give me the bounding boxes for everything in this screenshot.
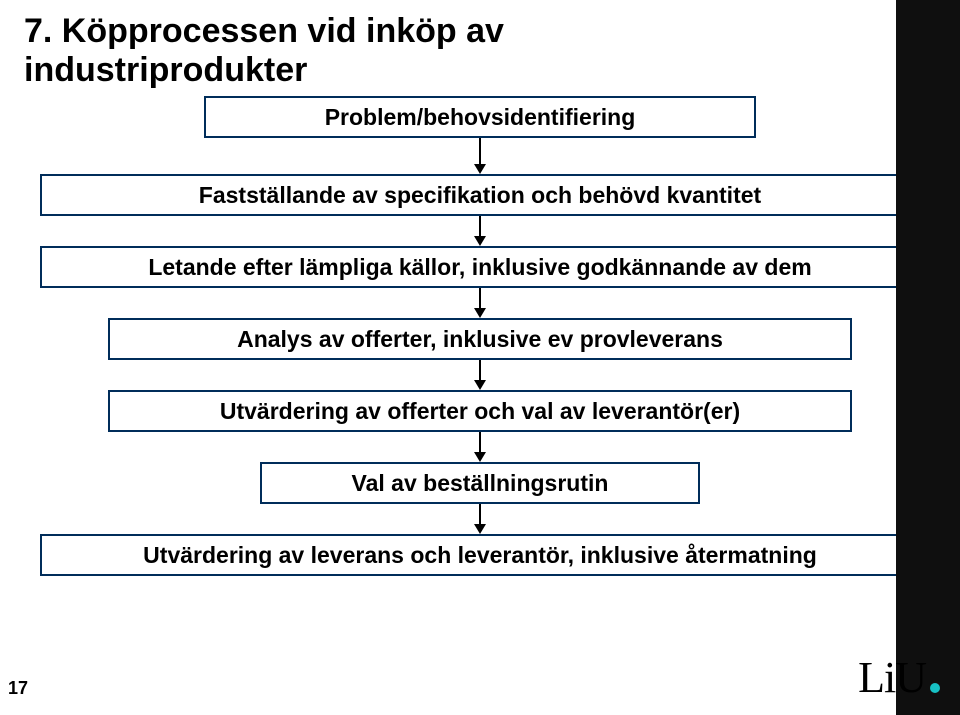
flow-arrow xyxy=(479,360,481,390)
flow-step: Problem/behovsidentifiering xyxy=(204,96,756,138)
flow-step-label: Fastställande av specifikation och behöv… xyxy=(199,182,761,209)
flow-step-label: Utvärdering av leverans och leverantör, … xyxy=(143,542,817,569)
flow-step: Val av beställningsrutin xyxy=(260,462,700,504)
flowchart: Problem/behovsidentifiering Fastställande… xyxy=(24,96,936,576)
flow-arrow xyxy=(479,288,481,318)
flow-arrow xyxy=(479,432,481,462)
flow-step-label: Problem/behovsidentifiering xyxy=(325,104,636,131)
slide: 7. Köpprocessen vid inköp av industripro… xyxy=(0,0,960,715)
flow-step: Analys av offerter, inklusive ev provlev… xyxy=(108,318,852,360)
flow-step: Utvärdering av offerter och val av lever… xyxy=(108,390,852,432)
flow-arrow xyxy=(479,138,481,174)
flow-step-label: Letande efter lämpliga källor, inklusive… xyxy=(148,254,811,281)
flow-arrow xyxy=(479,216,481,246)
logo-text: LiU xyxy=(858,652,926,703)
slide-title: 7. Köpprocessen vid inköp av industripro… xyxy=(24,12,936,90)
liu-logo: LiU xyxy=(858,652,940,703)
title-line-1: 7. Köpprocessen vid inköp av xyxy=(24,12,504,50)
flow-step: Fastställande av specifikation och behöv… xyxy=(40,174,920,216)
flow-step-label: Utvärdering av offerter och val av lever… xyxy=(220,398,740,425)
flow-arrow xyxy=(479,504,481,534)
flow-step: Utvärdering av leverans och leverantör, … xyxy=(40,534,920,576)
flow-step-label: Analys av offerter, inklusive ev provlev… xyxy=(237,326,723,353)
flow-step: Letande efter lämpliga källor, inklusive… xyxy=(40,246,920,288)
logo-dot-icon xyxy=(930,683,940,693)
flow-step-label: Val av beställningsrutin xyxy=(352,470,609,497)
title-line-2: industriprodukter xyxy=(24,51,307,89)
chalkboard-strip xyxy=(896,0,960,715)
page-number: 17 xyxy=(8,678,28,699)
